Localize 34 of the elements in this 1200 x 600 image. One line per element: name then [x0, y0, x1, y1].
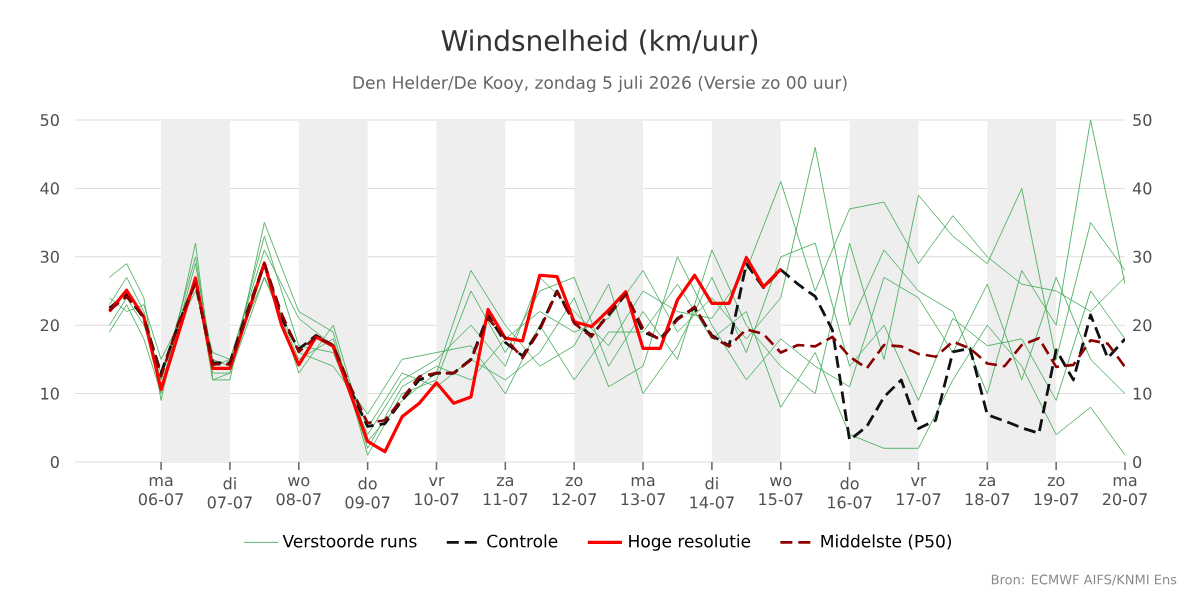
y-tick-label: 10 — [41, 387, 59, 400]
legend-label: Hoge resolutie — [629, 534, 751, 551]
x-tick-label: ma 06-07 — [138, 477, 183, 506]
text: Bron: ECMWF AIFS/KNMI Ens — [991, 574, 1177, 586]
x-tick-label: ma 20-07 — [1102, 477, 1147, 506]
y2-tick-label: 50 — [1133, 113, 1152, 127]
x-tick-label: za 11-07 — [483, 477, 528, 506]
x-tick-label: do 16-07 — [828, 477, 872, 509]
chart-title: Windsnelheid (km/uur) — [441, 29, 758, 55]
x-tick-label: zo 19-07 — [1034, 477, 1079, 506]
y-tick-label: 40 — [40, 182, 59, 195]
y2-tick-label: 30 — [1133, 250, 1152, 263]
x-tick-label: di 14-07 — [690, 477, 734, 509]
x-tick-label: za 18-07 — [965, 477, 1010, 506]
x-tick-label: vr 10-07 — [414, 477, 459, 506]
x-tick-label: di 07-07 — [207, 477, 252, 509]
legend-label: Middelste (P50) — [821, 534, 952, 550]
x-tick-label: do 09-07 — [345, 477, 390, 509]
y-tick-label: 20 — [40, 319, 59, 332]
y2-tick-label: 20 — [1133, 319, 1152, 332]
x-tick-label: ma 13-07 — [621, 477, 665, 506]
y2-tick-label: 40 — [1132, 182, 1152, 195]
chart-subtitle: Den Helder/De Kooy, zondag 5 juli 2026 (Versie zo 00 uur) — [353, 75, 847, 93]
x-tick-label: wo 08-07 — [276, 477, 321, 506]
y-tick-label: 0 — [50, 455, 59, 469]
legend-label: Verstoorde runs — [282, 534, 417, 548]
y2-tick-label: 10 — [1133, 387, 1152, 400]
legend-label: Controle — [487, 534, 558, 548]
y-tick-label: 30 — [40, 250, 59, 263]
y-tick-label: 50 — [40, 113, 59, 127]
x-tick-label: wo 15-07 — [759, 477, 803, 506]
y2-tick-label: 0 — [1133, 455, 1142, 469]
x-tick-label: zo 12-07 — [552, 477, 597, 506]
x-tick-label: vr 17-07 — [896, 477, 941, 506]
